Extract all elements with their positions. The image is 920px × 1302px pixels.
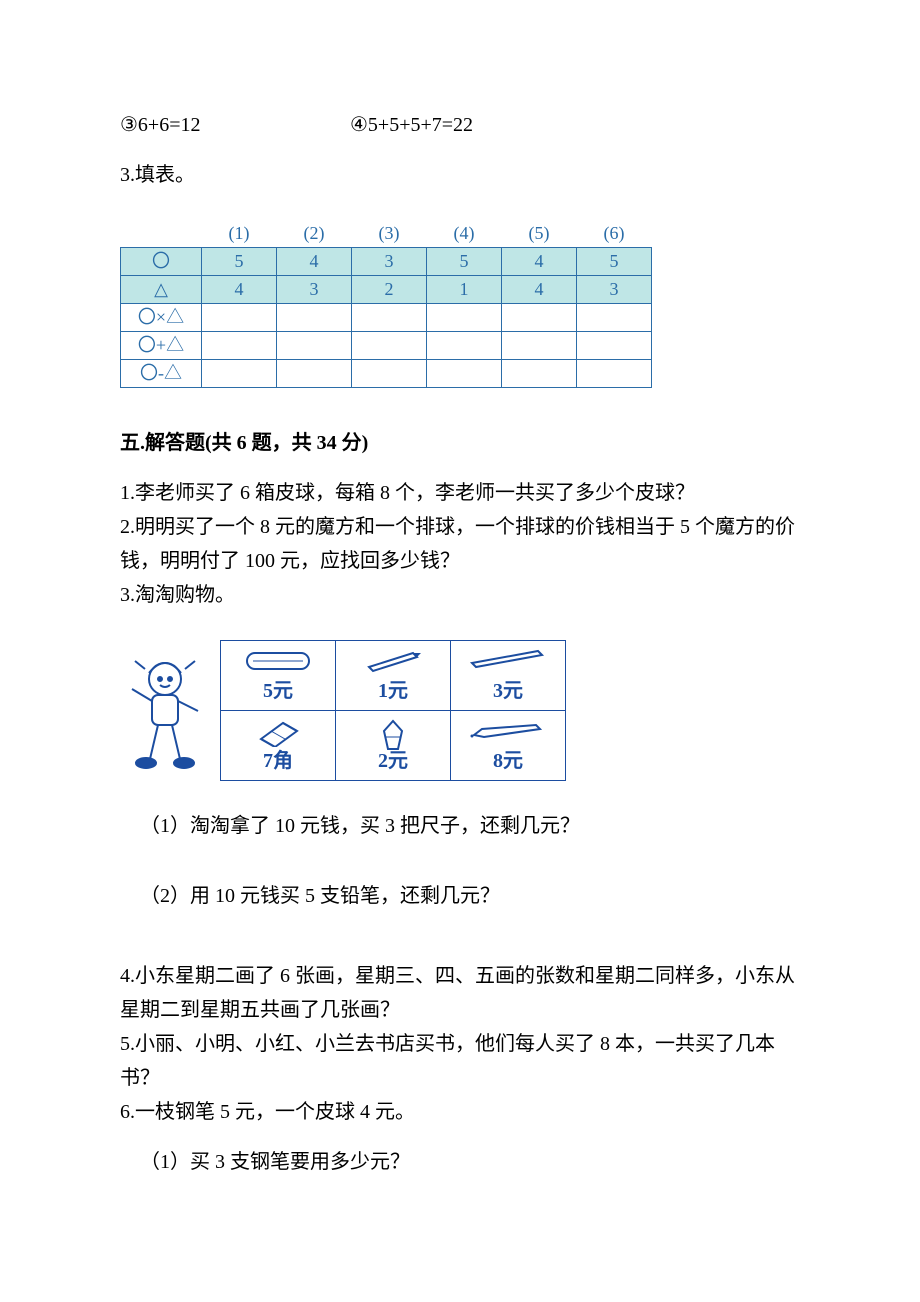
price-cell-pencil: 1元 bbox=[336, 641, 451, 711]
fill-table-header-row: (1) (2) (3) (4) (5) (6) bbox=[121, 220, 652, 248]
cell bbox=[502, 304, 577, 332]
fill-table-header-blank bbox=[121, 220, 202, 248]
fill-table: (1) (2) (3) (4) (5) (6) 〇 5 4 3 5 4 5 △ … bbox=[120, 220, 652, 388]
cell: 5 bbox=[202, 248, 277, 276]
cell bbox=[352, 360, 427, 388]
fill-table-header-3: (3) bbox=[352, 220, 427, 248]
cell: 3 bbox=[277, 276, 352, 304]
cell bbox=[577, 332, 652, 360]
row-label-mul: 〇×△ bbox=[121, 304, 202, 332]
pen-icon bbox=[468, 717, 548, 741]
cell: 1 bbox=[427, 276, 502, 304]
mascot-icon bbox=[120, 651, 210, 771]
cell: 5 bbox=[427, 248, 502, 276]
cell bbox=[502, 360, 577, 388]
table-row: 〇+△ bbox=[121, 332, 652, 360]
q5-1: 1.李老师买了 6 箱皮球，每箱 8 个，李老师一共买了多少个皮球？ bbox=[120, 478, 800, 508]
cell: 4 bbox=[277, 248, 352, 276]
cell bbox=[352, 304, 427, 332]
price-cell-ruler: 3元 bbox=[451, 641, 566, 711]
q5-2-line2: 钱，明明付了 100 元，应找回多少钱？ bbox=[120, 546, 800, 576]
table-row: 〇×△ bbox=[121, 304, 652, 332]
fill-table-header-6: (6) bbox=[577, 220, 652, 248]
cell bbox=[427, 332, 502, 360]
price-label: 7角 bbox=[263, 750, 293, 772]
q5-5-line1: 5.小丽、小明、小红、小兰去书店买书，他们每人买了 8 本，一共买了几本 bbox=[120, 1029, 800, 1059]
cell: 3 bbox=[577, 276, 652, 304]
q5-3: 3.淘淘购物。 bbox=[120, 580, 800, 610]
pencil-case-icon bbox=[243, 647, 313, 673]
row-label-sub: 〇-△ bbox=[121, 360, 202, 388]
cell bbox=[427, 304, 502, 332]
price-label: 5元 bbox=[263, 680, 293, 702]
fill-table-header-2: (2) bbox=[277, 220, 352, 248]
price-label: 1元 bbox=[378, 680, 408, 702]
ruler-icon bbox=[468, 647, 548, 669]
section-5-title: 五.解答题(共 6 题，共 34 分) bbox=[120, 428, 800, 458]
cell: 2 bbox=[352, 276, 427, 304]
price-table: 5元 1元 3元 bbox=[220, 640, 566, 781]
cell: 4 bbox=[502, 248, 577, 276]
row-label-circle: 〇 bbox=[121, 248, 202, 276]
cell bbox=[202, 304, 277, 332]
price-cell-pen: 8元 bbox=[451, 711, 566, 781]
price-cell-pencil-case: 5元 bbox=[221, 641, 336, 711]
q5-4-line2: 星期二到星期五共画了几张画？ bbox=[120, 995, 800, 1025]
eraser-icon bbox=[253, 717, 303, 747]
price-cell-eraser: 7角 bbox=[221, 711, 336, 781]
cell: 3 bbox=[352, 248, 427, 276]
table-row: 7角 2元 8元 bbox=[221, 711, 566, 781]
q5-3-sub2: （2）用 10 元钱买 5 支铅笔，还剩几元？ bbox=[140, 881, 800, 911]
q5-3-sub1: （1）淘淘拿了 10 元钱，买 3 把尺子，还剩几元？ bbox=[140, 811, 800, 841]
equation-4: ④5+5+5+7=22 bbox=[350, 110, 473, 140]
cell: 4 bbox=[202, 276, 277, 304]
cell bbox=[427, 360, 502, 388]
q5-5-line2: 书？ bbox=[120, 1063, 800, 1093]
table-row: 5元 1元 3元 bbox=[221, 641, 566, 711]
row-label-add: 〇+△ bbox=[121, 332, 202, 360]
table-row: 〇-△ bbox=[121, 360, 652, 388]
cell bbox=[577, 360, 652, 388]
equation-3: ③6+6=12 bbox=[120, 110, 350, 140]
cell: 5 bbox=[577, 248, 652, 276]
q3-fill-label: 3.填表。 bbox=[120, 160, 800, 190]
cell bbox=[577, 304, 652, 332]
equation-row: ③6+6=12 ④5+5+5+7=22 bbox=[120, 110, 800, 140]
price-label: 2元 bbox=[378, 750, 408, 772]
q5-6-sub1: （1）买 3 支钢笔要用多少元？ bbox=[140, 1147, 800, 1177]
price-label: 3元 bbox=[493, 680, 523, 702]
page: ③6+6=12 ④5+5+5+7=22 3.填表。 (1) (2) (3) (4… bbox=[0, 0, 920, 1302]
price-block: 5元 1元 3元 bbox=[120, 640, 800, 781]
q5-2-line1: 2.明明买了一个 8 元的魔方和一个排球，一个排球的价钱相当于 5 个魔方的价 bbox=[120, 512, 800, 542]
fill-table-header-1: (1) bbox=[202, 220, 277, 248]
cell bbox=[202, 332, 277, 360]
cell bbox=[277, 332, 352, 360]
fill-table-header-4: (4) bbox=[427, 220, 502, 248]
cell bbox=[277, 304, 352, 332]
fill-table-header-5: (5) bbox=[502, 220, 577, 248]
price-cell-glue: 2元 bbox=[336, 711, 451, 781]
cell bbox=[352, 332, 427, 360]
cell bbox=[502, 332, 577, 360]
table-row: 〇 5 4 3 5 4 5 bbox=[121, 248, 652, 276]
cell bbox=[277, 360, 352, 388]
pencil-icon bbox=[363, 647, 423, 673]
q5-6: 6.一枝钢笔 5 元，一个皮球 4 元。 bbox=[120, 1097, 800, 1127]
price-label: 8元 bbox=[493, 750, 523, 772]
cell: 4 bbox=[502, 276, 577, 304]
q5-4-line1: 4.小东星期二画了 6 张画，星期三、四、五画的张数和星期二同样多，小东从 bbox=[120, 961, 800, 991]
glue-icon bbox=[378, 717, 408, 751]
row-label-triangle: △ bbox=[121, 276, 202, 304]
cell bbox=[202, 360, 277, 388]
table-row: △ 4 3 2 1 4 3 bbox=[121, 276, 652, 304]
